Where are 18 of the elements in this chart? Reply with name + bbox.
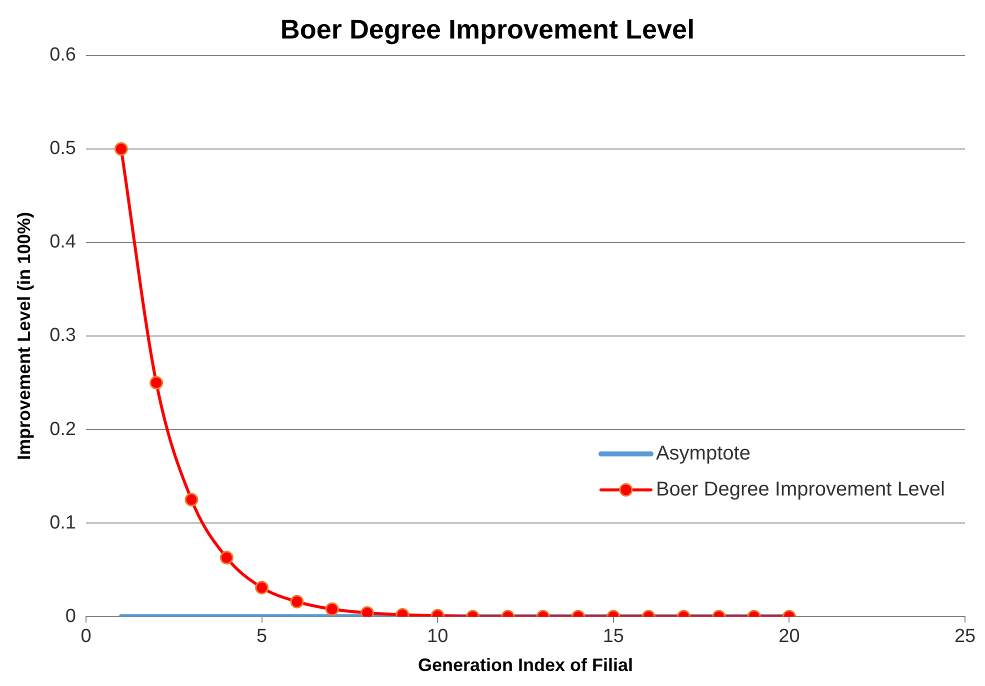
legend-label: Boer Degree Improvement Level xyxy=(656,478,946,500)
chart-title: Boer Degree Improvement Level xyxy=(280,14,695,45)
y-tick-label: 0.2 xyxy=(50,418,76,440)
y-tick-label: 0.3 xyxy=(50,325,76,346)
x-tick-label: 10 xyxy=(427,626,448,648)
y-tick-label: 0.5 xyxy=(50,138,76,160)
y-tick-label: 0.1 xyxy=(50,512,76,534)
y-tick-label: 0 xyxy=(65,606,76,627)
legend-label: Asymptote xyxy=(656,442,750,464)
y-tick-label: 0.4 xyxy=(50,232,76,253)
y-tick-label: 0.6 xyxy=(50,44,76,66)
x-axis-title: Generation Index of Filial xyxy=(418,655,634,676)
x-tick-label: 25 xyxy=(954,626,976,648)
x-tick-label: 20 xyxy=(778,626,800,648)
x-tick-label: 15 xyxy=(602,626,624,648)
x-tick-label: 0 xyxy=(80,626,92,648)
x-tick-label: 5 xyxy=(256,626,268,648)
y-axis-title: Improvement Level (in 100%) xyxy=(14,212,34,460)
